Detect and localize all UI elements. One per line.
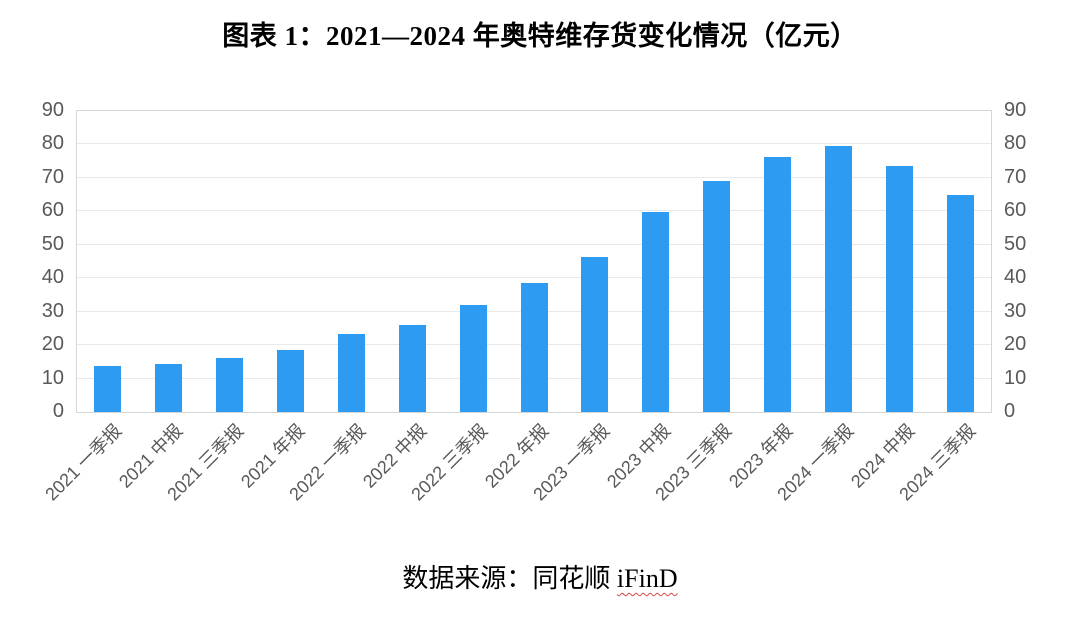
bar-2022 中报	[398, 324, 426, 412]
gridline	[77, 176, 991, 178]
source-prefix: 数据来源：同花顺	[402, 564, 617, 593]
gridline	[77, 277, 991, 279]
x-axis-labels: 2021 一季报 2021 中报 2021 三季报 2021 年报 2022 一季报 20…	[0, 85, 1080, 505]
y-tick-label-right: 50	[1004, 232, 1027, 255]
y-tick-label-left: 60	[41, 199, 64, 222]
source-note: 数据来源：同花顺 iFinD	[0, 558, 1080, 595]
y-tick-label-right: 10	[1004, 366, 1027, 389]
gridline	[77, 210, 991, 212]
bar-2024 三季报	[947, 194, 975, 412]
bar-2024 中报	[886, 166, 914, 412]
y-tick-label-left: 30	[41, 299, 64, 322]
y-axis-right: 0 10 20 30 40 50 60 70 80 90	[998, 100, 1044, 421]
bar-2021 中报	[154, 364, 182, 412]
chart-title: 图表 1：2021—2024 年奥特维存货变化情况（亿元）	[222, 21, 858, 51]
bar-2021 年报	[276, 349, 304, 412]
gridline	[77, 143, 991, 145]
y-tick-label-right: 60	[1004, 199, 1027, 222]
bar-2021 一季报	[93, 365, 121, 412]
y-tick-label-left: 20	[41, 333, 64, 356]
y-tick-label-right: 90	[1004, 99, 1027, 121]
y-tick-label-right: 70	[1004, 165, 1027, 188]
y-tick-label-left: 0	[52, 400, 64, 422]
bar-2022 三季报	[459, 305, 487, 412]
bar-2023 中报	[642, 212, 670, 412]
y-tick-label-left: 70	[41, 165, 64, 188]
y-tick-label-left: 40	[41, 266, 64, 289]
bar-2023 三季报	[703, 181, 731, 412]
y-axis-left: 0 10 20 30 40 50 60 70 80 90	[22, 100, 68, 421]
bar-2023 一季报	[581, 257, 609, 412]
y-tick-label-left: 50	[41, 232, 64, 255]
gridline	[77, 243, 991, 245]
bar-2021 三季报	[215, 357, 243, 412]
bar-2022 一季报	[337, 334, 365, 412]
y-tick-label-right: 80	[1004, 132, 1027, 155]
plot-area	[76, 110, 992, 413]
y-tick-label-right: 40	[1004, 266, 1027, 289]
x-tick-label: 2024 三季报	[894, 420, 979, 505]
y-tick-label-left: 10	[41, 366, 64, 389]
y-tick-label-right: 0	[1004, 400, 1016, 422]
source-ifind-link[interactable]: iFinD	[616, 564, 678, 593]
y-tick-label-left: 80	[41, 132, 64, 155]
bar-2023 年报	[764, 156, 792, 412]
bar-2024 一季报	[825, 146, 853, 412]
y-tick-label-right: 20	[1004, 333, 1027, 356]
y-tick-label-left: 90	[41, 99, 64, 121]
bar-2022 年报	[520, 282, 548, 412]
bar-chart: 0 10 20 30 40 50 60 70 80 90 0 10 20 30 40 50 60 70 80 90 …	[0, 85, 1080, 505]
y-tick-label-right: 30	[1004, 299, 1027, 322]
